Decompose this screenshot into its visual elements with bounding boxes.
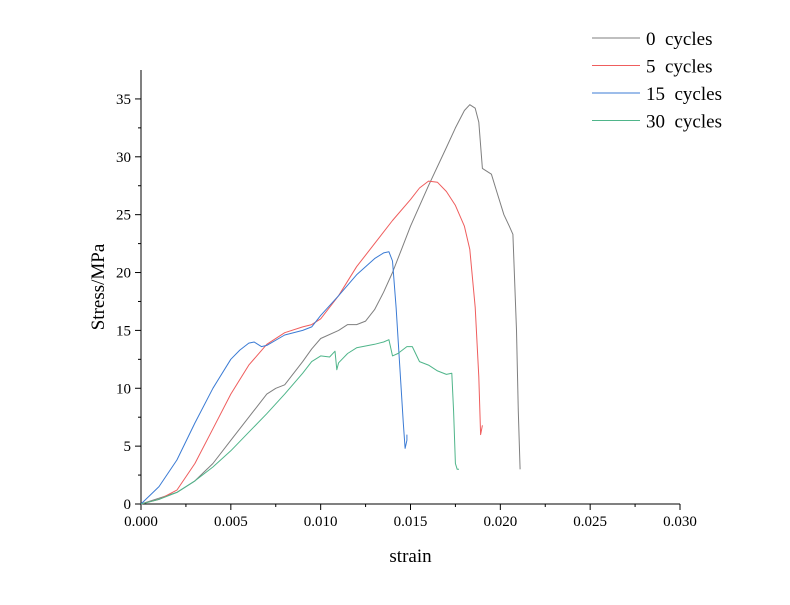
series-line-0	[140, 104, 521, 505]
axes: 0.000 0.005 0.010 0.015 0.020 0.025 0.030 0 5 10 1…	[116, 70, 697, 530]
legend: 0 cycles 5 cycles 15 cycles 30 cycles	[592, 29, 722, 133]
x-tick-label: 0.010	[304, 514, 338, 530]
x-tick-label: 0.015	[394, 514, 428, 530]
x-axis-title: strain	[389, 546, 432, 567]
y-tick-label: 25	[116, 208, 131, 224]
series-line-3	[140, 339, 459, 505]
series-line-2	[140, 251, 408, 505]
y-tick-label: 0	[124, 497, 132, 513]
y-tick-label: 5	[124, 439, 132, 455]
y-tick-label: 20	[116, 266, 131, 282]
y-tick-label: 35	[116, 92, 131, 108]
legend-label-1: 5 cycles	[646, 57, 712, 78]
y-tick-label: 10	[116, 381, 131, 397]
series-layer	[140, 104, 521, 505]
x-tick-label: 0.025	[573, 514, 607, 530]
x-tick-label: 0.030	[663, 514, 697, 530]
x-tick-label: 0.020	[483, 514, 517, 530]
y-axis-title: Stress/MPa	[88, 243, 109, 330]
y-tick-label: 15	[116, 323, 131, 339]
series-line-1	[140, 180, 483, 505]
x-tick-label: 0.000	[124, 514, 158, 530]
x-tick-label: 0.005	[214, 514, 248, 530]
legend-label-2: 15 cycles	[646, 84, 722, 105]
legend-label-3: 30 cycles	[646, 112, 722, 133]
legend-label-0: 0 cycles	[646, 29, 712, 50]
y-tick-label: 30	[116, 150, 131, 166]
